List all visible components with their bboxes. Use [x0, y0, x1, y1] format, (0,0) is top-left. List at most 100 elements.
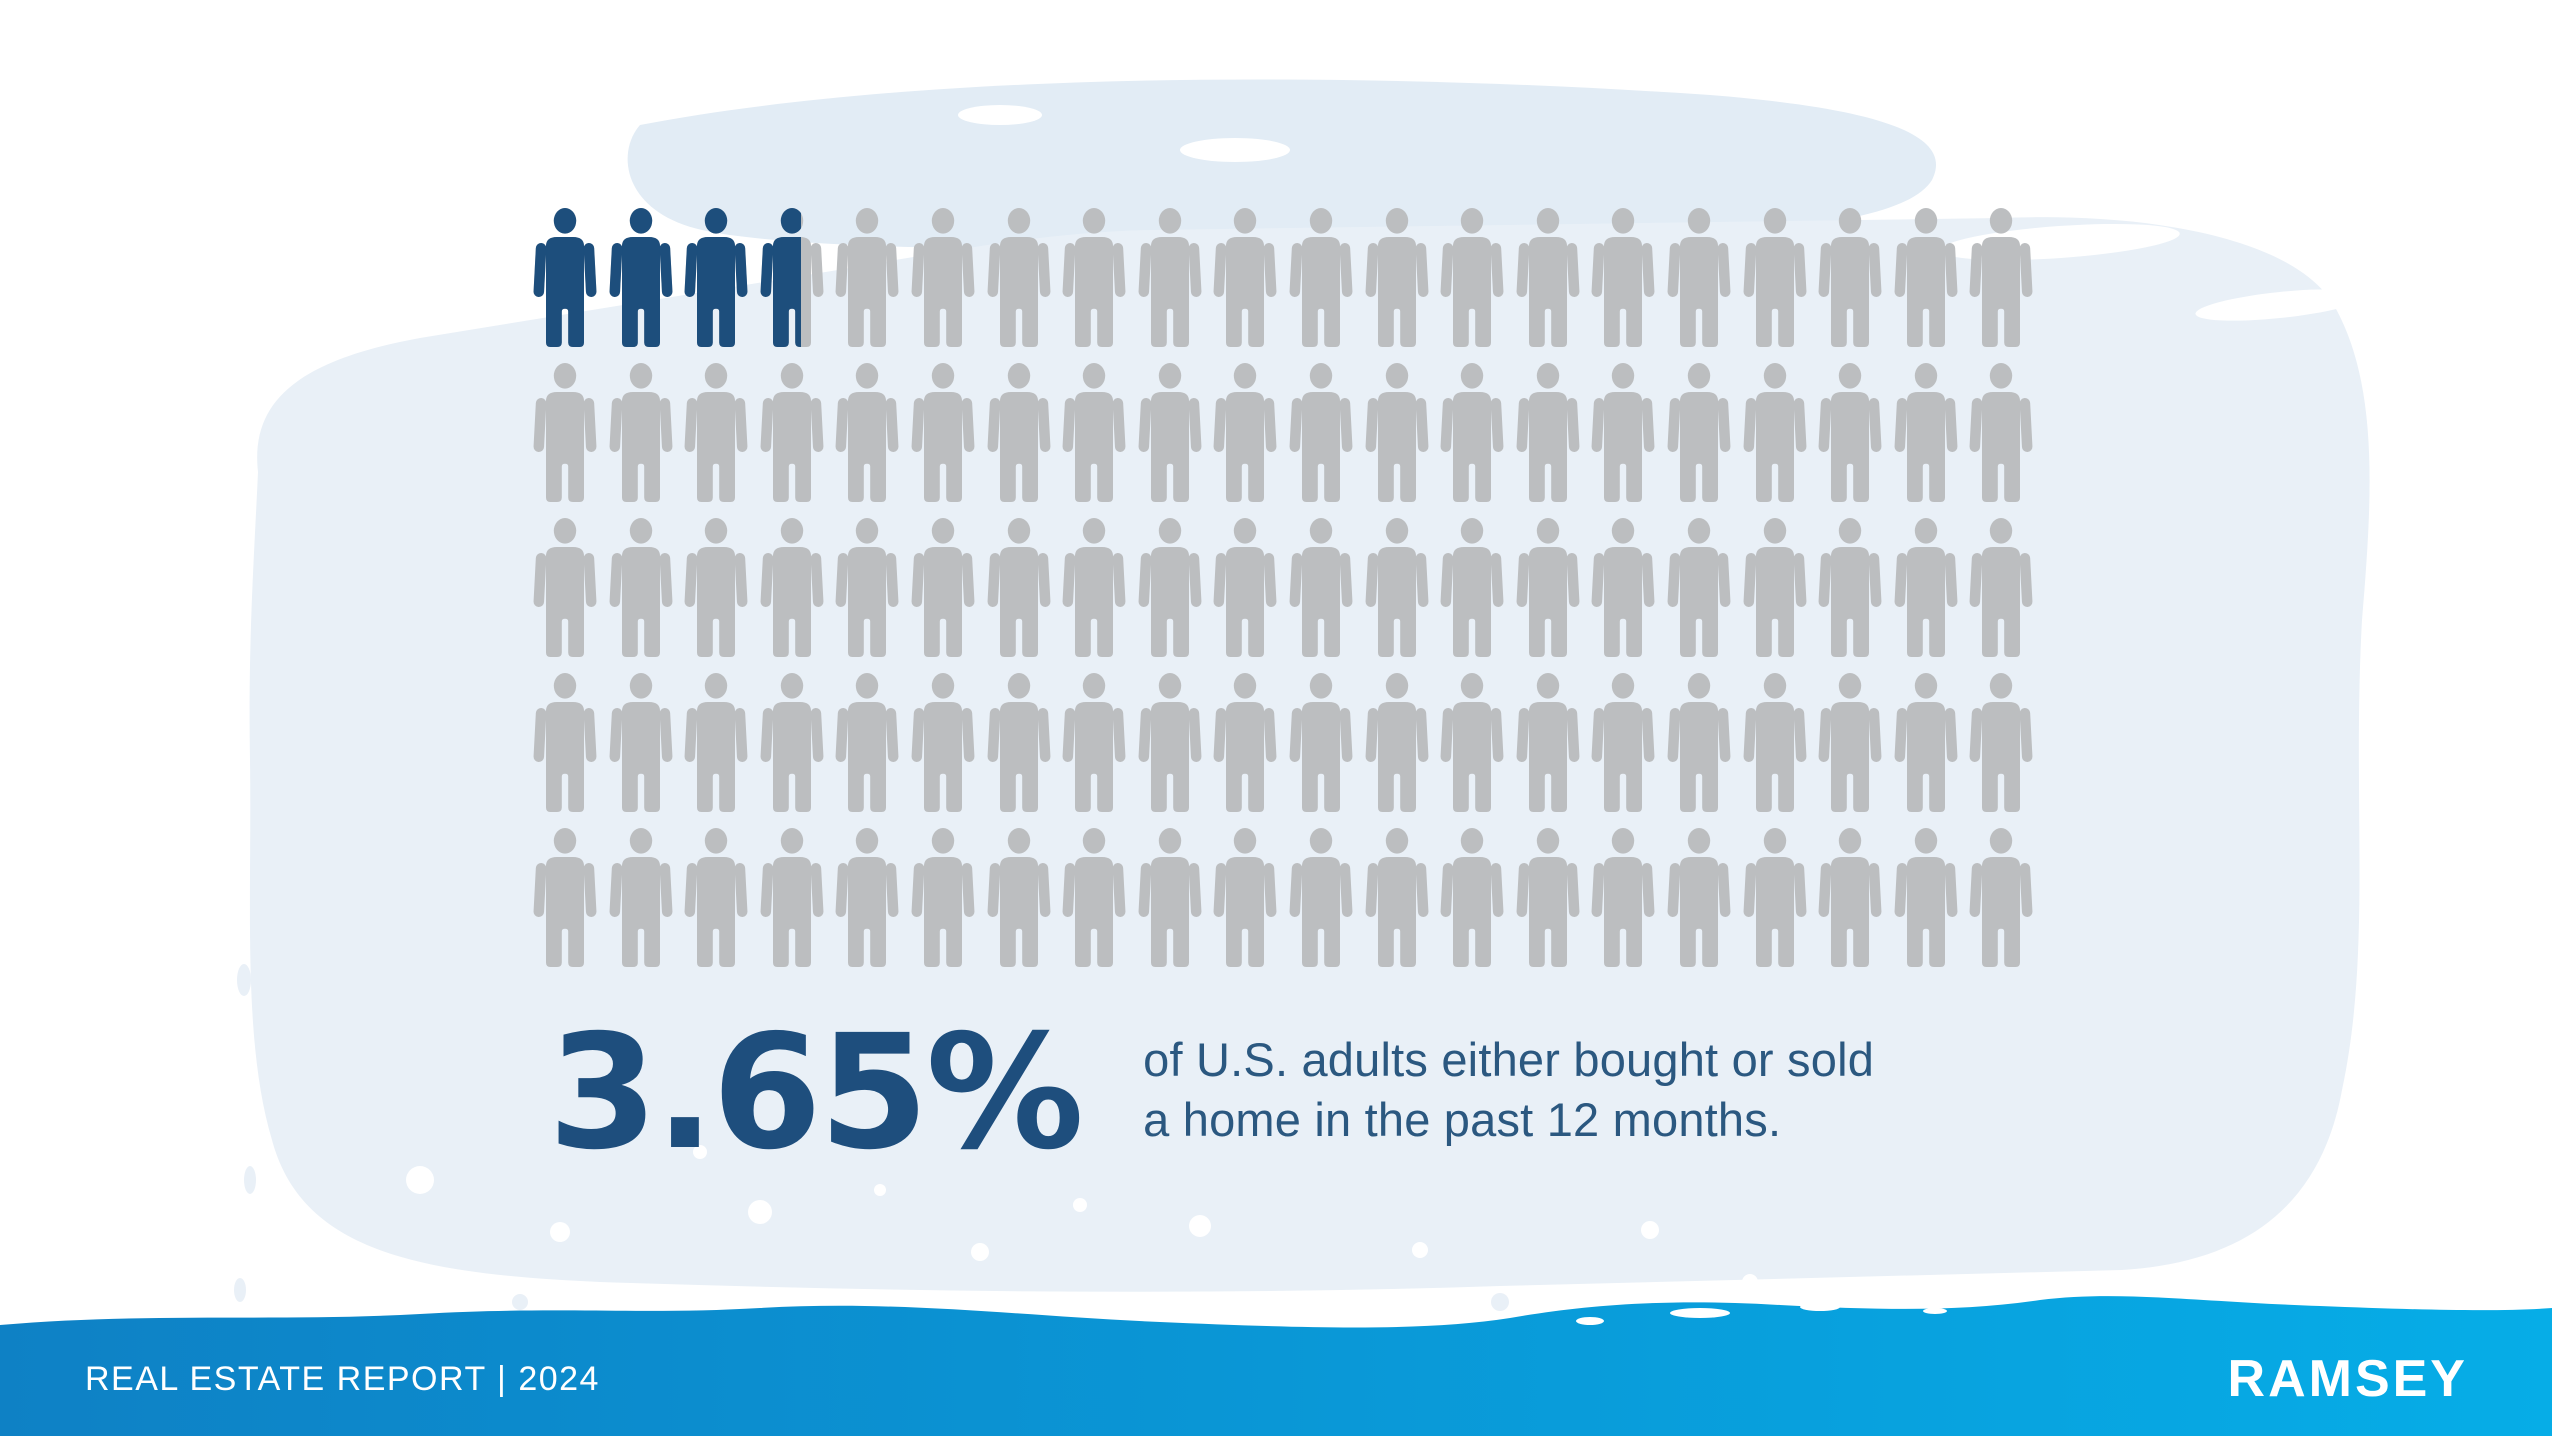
ramsey-logo: RAMSEY — [2227, 1350, 2468, 1408]
person-icon — [1516, 828, 1580, 967]
person-icon — [1667, 828, 1731, 967]
person-icon — [533, 828, 597, 967]
person-icon-partial-highlight — [760, 208, 802, 347]
person-icon — [608, 518, 673, 657]
person-icon — [1667, 673, 1731, 812]
person-icon — [1742, 518, 1807, 657]
person-icon — [1591, 828, 1656, 967]
stat-value: 3.65% — [548, 1001, 1084, 1185]
stat-description-line1: of U.S. adults either bought or sold — [1143, 1033, 1875, 1086]
person-icon — [1893, 673, 1958, 812]
person-icon — [1818, 208, 1882, 347]
person-icon — [1364, 673, 1429, 812]
person-icon — [760, 673, 824, 812]
person-icon — [1213, 518, 1278, 657]
person-icon — [533, 673, 597, 812]
person-icon — [1440, 828, 1504, 967]
person-icon — [760, 828, 824, 967]
person-icon — [1062, 828, 1126, 967]
person-icon — [1138, 828, 1202, 967]
person-icon — [1667, 208, 1731, 347]
person-icon — [1289, 828, 1353, 967]
footer-band — [0, 1296, 2552, 1436]
person-icon — [1062, 208, 1126, 347]
person-icon — [684, 208, 748, 347]
person-icon — [1213, 673, 1278, 812]
person-icon — [1289, 673, 1353, 812]
person-icon — [608, 673, 673, 812]
person-icon — [835, 208, 900, 347]
person-icon — [835, 828, 900, 967]
person-icon — [1969, 208, 2033, 347]
person-icon — [1893, 363, 1958, 502]
person-icon — [986, 363, 1051, 502]
person-icon — [1516, 363, 1580, 502]
person-icon — [835, 673, 900, 812]
person-icon — [1289, 363, 1353, 502]
person-icon — [911, 518, 975, 657]
person-icon — [1138, 518, 1202, 657]
person-icon — [911, 828, 975, 967]
person-icon-highlight — [684, 208, 748, 347]
person-icon — [1667, 518, 1731, 657]
person-icon — [1364, 208, 1429, 347]
person-icon — [1440, 208, 1504, 347]
person-icon — [1742, 208, 1807, 347]
person-icon — [1138, 363, 1202, 502]
person-icon — [1591, 363, 1656, 502]
person-icon — [1969, 673, 2033, 812]
stat-description-line2: a home in the past 12 months. — [1143, 1092, 1782, 1146]
person-icon — [1364, 518, 1429, 657]
person-icon — [608, 828, 673, 967]
brush-top-band — [627, 79, 1937, 250]
person-icon — [1213, 828, 1278, 967]
person-icon — [1138, 208, 1202, 347]
person-icon — [1667, 363, 1731, 502]
person-icon — [1516, 518, 1580, 657]
person-icon — [986, 828, 1051, 967]
person-icon — [835, 518, 900, 657]
stat-callout: 3.65% of U.S. adults either bought or so… — [548, 1014, 1874, 1172]
footer-band-texture — [1576, 1303, 1947, 1325]
person-icon — [1062, 363, 1126, 502]
person-icon — [684, 673, 748, 812]
person-icon — [684, 363, 748, 502]
person-icon — [1742, 673, 1807, 812]
person-icon — [1591, 673, 1656, 812]
person-icon — [1969, 518, 2033, 657]
person-icon — [1364, 363, 1429, 502]
person-icon — [911, 208, 975, 347]
person-icon — [1440, 363, 1504, 502]
person-icon-highlight — [608, 208, 673, 347]
person-icon — [1591, 518, 1656, 657]
stat-description: of U.S. adults either bought or sold a h… — [1143, 1030, 1874, 1149]
pictogram-grid — [533, 208, 2033, 967]
brush-white-speckles — [340, 105, 2365, 1290]
person-icon — [911, 363, 975, 502]
person-icon — [1893, 518, 1958, 657]
person-icon — [1440, 673, 1504, 812]
person-icon — [684, 828, 748, 967]
person-icon — [1213, 363, 1278, 502]
person-icon-highlight — [533, 208, 597, 347]
person-icon — [760, 363, 824, 502]
person-icon — [1213, 208, 1278, 347]
person-icon — [1440, 518, 1504, 657]
person-icon — [1742, 828, 1807, 967]
person-icon — [533, 208, 597, 347]
person-icon — [1818, 673, 1882, 812]
person-icon — [1516, 673, 1580, 812]
person-icon — [1818, 518, 1882, 657]
person-icon — [1138, 673, 1202, 812]
person-icon — [1364, 828, 1429, 967]
person-icon — [533, 363, 597, 502]
report-label: REAL ESTATE REPORT | 2024 — [85, 1360, 600, 1398]
person-icon — [1969, 828, 2033, 967]
person-icon — [760, 208, 824, 347]
person-icon — [1516, 208, 1580, 347]
person-icon — [1062, 673, 1126, 812]
person-icon — [1289, 518, 1353, 657]
person-icon — [1969, 363, 2033, 502]
person-icon — [1591, 208, 1656, 347]
